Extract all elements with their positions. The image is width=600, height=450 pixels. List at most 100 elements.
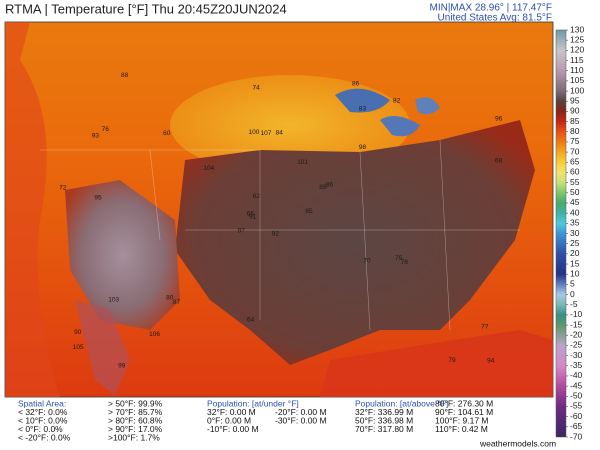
- colorbar-label: -10: [570, 309, 583, 319]
- pop-above: 50°F: 336.98 M: [355, 415, 413, 425]
- colorbar-label: 50: [570, 187, 580, 197]
- colorbar-label: 5: [570, 279, 575, 289]
- pop-above-title: Population: [at/above °F]: [355, 398, 448, 408]
- station-temp: 80: [166, 294, 174, 301]
- colorbar-label: 110: [570, 65, 584, 75]
- station-temp: 103: [108, 296, 119, 303]
- station-temp: 60: [163, 130, 171, 137]
- colorbar-label: -40: [570, 370, 583, 380]
- pop-above: 100°F: 9.17 M: [435, 415, 488, 425]
- station-temp: 98: [359, 144, 367, 151]
- colorbar-label: 30: [570, 228, 580, 238]
- colorbar-label: 10: [570, 268, 580, 278]
- colorbar-label: -15: [570, 319, 583, 329]
- station-labels: 92 93 91 90 89 87 86 84 83 85 88 94 95 96 97 98 99 100 101…: [59, 72, 502, 369]
- colorbar-label: 55: [570, 177, 580, 187]
- station-temp: 68: [495, 157, 503, 164]
- colorbar-label: 130: [570, 24, 584, 34]
- colorbar-label: 35: [570, 218, 580, 228]
- station-temp: 62: [253, 193, 261, 200]
- footer: Spatial Area: Population: [at/under °F] …: [18, 398, 556, 448]
- spatial-title: Spatial Area:: [18, 398, 66, 408]
- credit: weathermodels.com: [479, 438, 556, 448]
- min-max: MIN|MAX 28.96° | 117.47°F: [429, 3, 552, 14]
- station-temp: 97: [238, 227, 246, 234]
- colorbar-label: 15: [570, 258, 580, 268]
- station-temp: 77: [481, 323, 489, 330]
- colorbar-label: -70: [570, 431, 583, 441]
- colorbar-label: -50: [570, 391, 583, 401]
- station-temp: 78: [401, 259, 409, 266]
- colorbar-label: 40: [570, 207, 580, 217]
- station-temp: 87: [173, 299, 181, 306]
- colorbar-label: -20: [570, 330, 583, 340]
- colorbar-label: 100: [570, 85, 584, 95]
- colorbar-label: 20: [570, 248, 580, 258]
- station-temp: 72: [59, 185, 67, 192]
- colorbar-label: 115: [570, 55, 584, 65]
- station-temp: 91: [249, 214, 257, 221]
- pop-above: 90°F: 104.61 M: [435, 407, 493, 417]
- spatial-above: > 90°F: 17.0%: [108, 424, 163, 434]
- station-temp: 84: [276, 130, 284, 137]
- station-temp: 79: [448, 357, 456, 364]
- spatial-below: < -20°F: 0.0%: [18, 433, 71, 443]
- station-temp: 93: [92, 132, 100, 139]
- station-temp: 100: [248, 129, 259, 136]
- colorbar-scale: [555, 29, 567, 438]
- colorbar: 1301251201151101051009590858075706560555…: [555, 24, 584, 441]
- colorbar-label: 75: [570, 136, 580, 146]
- station-temp: 89: [319, 184, 327, 191]
- spatial-below: < 32°F: 0.0%: [18, 407, 68, 417]
- colorbar-label: 125: [570, 34, 584, 44]
- colorbar-label: -30: [570, 350, 583, 360]
- station-temp: 106: [149, 331, 160, 338]
- colorbar-label: -65: [570, 421, 583, 431]
- station-temp: 101: [297, 159, 308, 166]
- spatial-above: > 70°F: 85.7%: [108, 407, 163, 417]
- station-temp: 86: [326, 181, 334, 188]
- colorbar-label: 80: [570, 126, 580, 136]
- colorbar-label: -45: [570, 380, 583, 390]
- colorbar-label: 90: [570, 106, 580, 116]
- us-average: United States Avg: 81.5°F: [438, 13, 552, 24]
- pop-above: 80°F: 276.30 M: [435, 398, 493, 408]
- colorbar-label: 45: [570, 197, 580, 207]
- station-temp: 82: [393, 98, 401, 105]
- station-temp: 99: [118, 362, 126, 369]
- station-temp: 74: [253, 85, 261, 92]
- station-temp: 76: [102, 126, 110, 133]
- spatial-above: > 80°F: 60.8%: [108, 415, 163, 425]
- station-temp: 83: [359, 106, 367, 113]
- colorbar-label: 60: [570, 167, 580, 177]
- station-temp: 70: [363, 257, 371, 264]
- station-temp: 107: [261, 130, 272, 137]
- station-temp: 90: [74, 329, 82, 336]
- station-temp: 85: [305, 208, 313, 215]
- station-temp: 66: [247, 210, 255, 217]
- pop-under: -10°F: 0.00 M: [207, 424, 259, 434]
- pop-above: 70°F: 317.80 M: [355, 424, 413, 434]
- pop-under: 0°F: 0.00 M: [207, 415, 251, 425]
- colorbar-label: -60: [570, 411, 583, 421]
- colorbar-label: 0: [570, 289, 575, 299]
- colorbar-label: -5: [570, 299, 578, 309]
- colorbar-label: -35: [570, 360, 583, 370]
- colorbar-label: 85: [570, 116, 580, 126]
- station-temp: 105: [73, 344, 84, 351]
- pop-under: -30°F: 0.00 M: [275, 415, 327, 425]
- colorbar-label: 105: [570, 75, 584, 85]
- station-temp: 88: [121, 72, 129, 79]
- station-temp: 96: [495, 115, 503, 122]
- pop-above: 32°F: 336.99 M: [355, 407, 413, 417]
- pop-above: 110°F: 0.42 M: [435, 424, 488, 434]
- map: [4, 21, 554, 398]
- station-temp: 92: [272, 231, 280, 238]
- colorbar-label: 65: [570, 157, 580, 167]
- station-temp: 94: [487, 357, 495, 364]
- map-title: RTMA | Temperature [°F] Thu 20:45Z20JUN2…: [5, 1, 287, 16]
- station-temp: 95: [94, 194, 102, 201]
- colorbar-label: 70: [570, 146, 580, 156]
